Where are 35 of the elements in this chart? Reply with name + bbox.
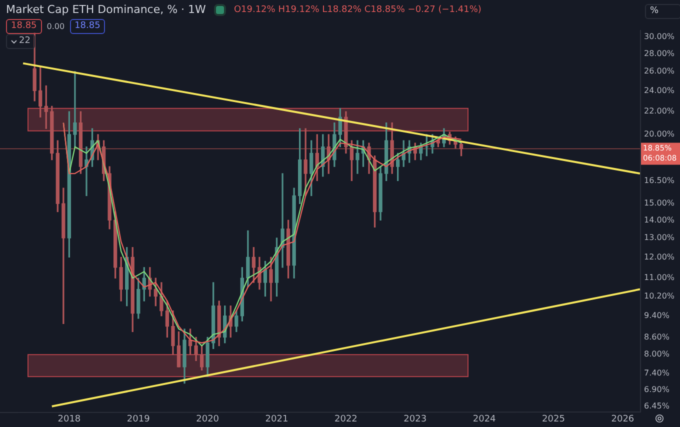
annotation: 18.85	[70, 19, 106, 34]
text: %	[645, 4, 680, 19]
y-tick-label: 9.40%	[644, 310, 670, 320]
y-tick-label: 15.00%	[644, 198, 675, 208]
y-tick-label: 8.00%	[644, 350, 670, 359]
y-tick-label: 24.00%	[644, 86, 675, 95]
y-tick-label: 6.45%	[644, 401, 670, 410]
y-tick-label: 10.20%	[644, 291, 675, 300]
x-tick-label: 2018	[58, 414, 81, 425]
y-tick-label: 8.60%	[644, 332, 670, 342]
chart-subtitle: O19.12% H19.12% L18.82% C18.85% −0.27 (−1.41%)	[234, 4, 482, 14]
y-tick-label: 6.90%	[644, 385, 670, 394]
x-tick-label: 2024	[472, 414, 496, 425]
annotation: 0.00	[46, 22, 65, 31]
y-tick-label: 20.00%	[644, 130, 675, 139]
annotation: 22	[19, 35, 30, 48]
y-tick-label: 14.00%	[644, 215, 675, 224]
x-tick-label: 2023	[404, 414, 427, 425]
x-tick-label: 2026	[611, 414, 634, 425]
y-tick-label: 13.00%	[644, 233, 675, 242]
y-tick-label: 26.00%	[644, 66, 675, 76]
y-tick-label: 11.00%	[644, 273, 675, 282]
x-tick-label: 2019	[126, 414, 150, 425]
x-tick-label: 2021	[265, 414, 288, 425]
y-tick-label: 30.00%	[644, 32, 675, 42]
y-tick-label: 22.00%	[644, 106, 675, 116]
y-tick-label: 12.00%	[644, 252, 675, 262]
chart-title: Market Cap ETH Dominance, % · 1W	[6, 3, 206, 16]
y-tick-label: 7.40%	[644, 368, 670, 378]
x-tick-label: 2022	[334, 414, 358, 425]
y-tick-label: 28.00%	[644, 48, 675, 58]
y-tick-label: 16.50%	[644, 176, 675, 185]
x-tick-label: 2020	[196, 414, 220, 425]
x-tick-label: 2025	[542, 414, 565, 425]
annotation: 18.85	[6, 19, 42, 34]
